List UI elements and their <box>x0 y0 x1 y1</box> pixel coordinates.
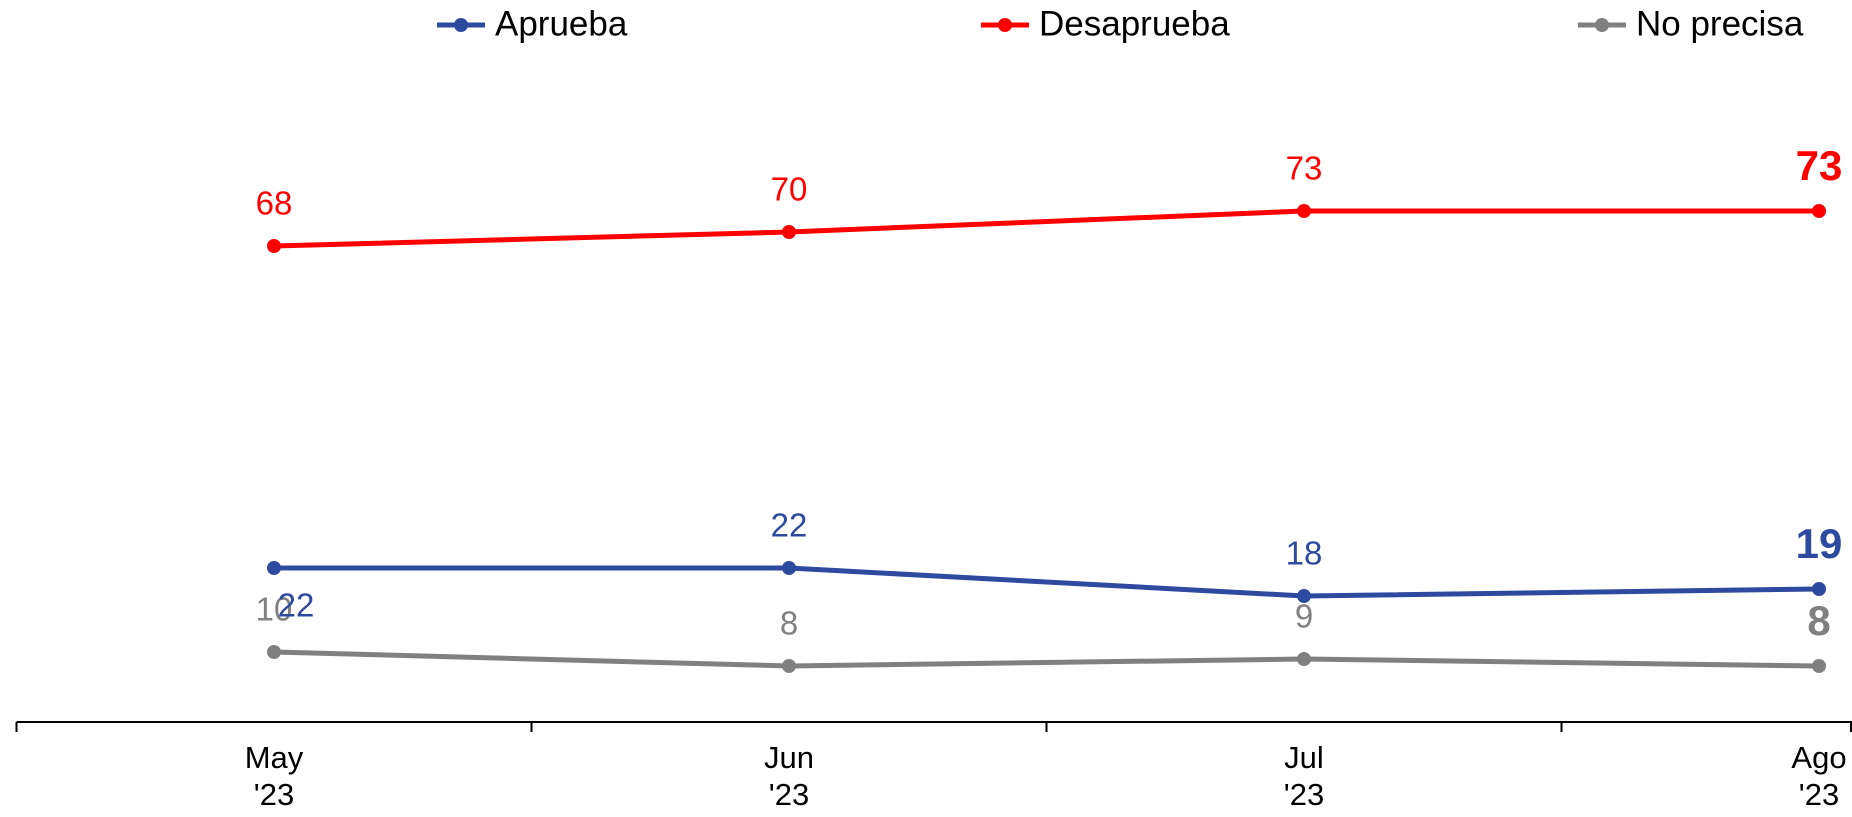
series-line <box>273 208 1819 249</box>
x-tick-label: Jun <box>764 740 814 775</box>
data-point <box>1297 652 1311 666</box>
legend-marker <box>1595 18 1609 32</box>
data-label: 22 <box>278 587 315 624</box>
x-tick-label: Jul <box>1284 740 1324 775</box>
series-line <box>274 565 1820 599</box>
data-label: 8 <box>1807 597 1830 644</box>
x-tick-label: May <box>245 740 304 775</box>
x-tick-label: '23 <box>1799 777 1839 812</box>
data-label: 8 <box>780 605 798 642</box>
legend-marker <box>454 18 468 32</box>
data-label: 70 <box>771 171 808 208</box>
data-point <box>1812 659 1826 673</box>
data-label: 68 <box>256 185 293 222</box>
legend-label: No precisa <box>1636 4 1804 43</box>
data-point <box>267 645 281 659</box>
data-label: 73 <box>1286 150 1323 187</box>
x-tick-label: '23 <box>769 777 809 812</box>
data-point <box>782 225 796 239</box>
data-point <box>267 561 281 575</box>
data-point <box>1812 204 1826 218</box>
data-point <box>1297 204 1311 218</box>
data-label: 10 <box>256 591 293 628</box>
data-point <box>267 239 281 253</box>
data-label: 19 <box>1796 520 1843 567</box>
data-label: 18 <box>1286 535 1323 572</box>
series-line <box>273 649 1820 669</box>
legend-label: Desaprueba <box>1039 4 1230 43</box>
x-tick-label: '23 <box>1284 777 1324 812</box>
legend-label: Aprueba <box>495 4 628 43</box>
legend-marker <box>998 18 1012 32</box>
data-label: 73 <box>1796 142 1843 189</box>
data-point <box>782 659 796 673</box>
data-point <box>1812 582 1826 596</box>
data-point <box>1297 589 1311 603</box>
data-label: 9 <box>1295 598 1313 635</box>
x-tick-label: Ago <box>1791 740 1846 775</box>
data-label: 22 <box>771 507 808 544</box>
data-point <box>782 561 796 575</box>
x-tick-label: '23 <box>254 777 294 812</box>
